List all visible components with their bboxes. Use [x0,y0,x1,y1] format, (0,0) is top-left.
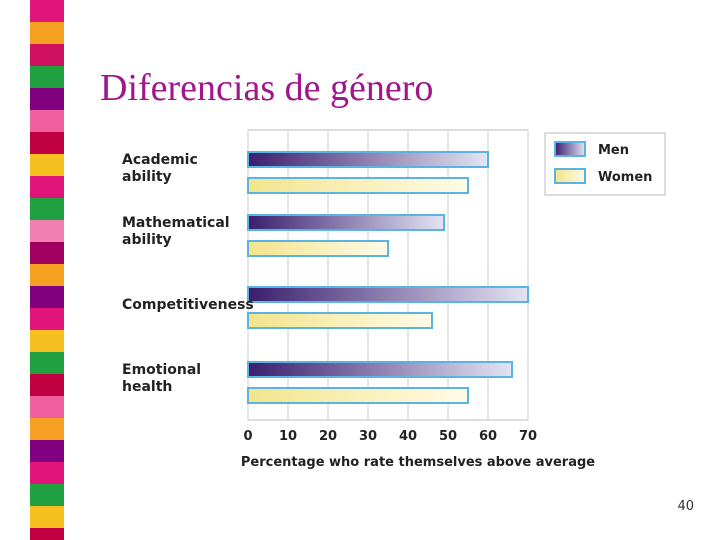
decor-square [30,528,64,540]
category-label: Competitiveness [122,297,254,313]
legend-label: Women [598,170,652,185]
decor-square [30,374,64,396]
decor-square [30,352,64,374]
decor-square [30,44,64,66]
decor-square [30,132,64,154]
decor-square [30,440,64,462]
decor-square [30,286,64,308]
decor-square [30,330,64,352]
x-tick-label: 60 [479,429,497,444]
decor-square [30,66,64,88]
x-tick-label: 20 [319,429,337,444]
bar [247,286,529,303]
decor-square [30,176,64,198]
decor-square [30,484,64,506]
x-axis-label: Percentage who rate themselves above ave… [241,455,595,470]
x-tick-label: 10 [279,429,297,444]
category-label: Mathematical ability [122,215,230,248]
decor-square [30,242,64,264]
decor-square [30,220,64,242]
decor-square [30,264,64,286]
x-tick-label: 70 [519,429,537,444]
legend-label: Men [598,143,629,158]
bar [247,151,489,168]
bar [247,177,469,194]
legend-swatch [554,141,586,157]
decor-square [30,506,64,528]
decor-square [30,418,64,440]
slide-title: Diferencias de género [100,67,433,109]
legend-swatch [554,168,586,184]
decor-square [30,88,64,110]
decor-square [30,396,64,418]
bar [247,312,433,329]
x-tick-label: 0 [243,429,252,444]
x-tick-label: 50 [439,429,457,444]
decor-square [30,22,64,44]
bar [247,240,389,257]
decor-square [30,0,64,22]
page-number: 40 [677,499,694,514]
decor-square [30,198,64,220]
decor-square [30,308,64,330]
decor-square [30,154,64,176]
x-tick-label: 40 [399,429,417,444]
x-tick-label: 30 [359,429,377,444]
bar [247,361,513,378]
decor-square [30,110,64,132]
bar [247,387,469,404]
decor-square [30,462,64,484]
category-label: Academic ability [122,152,198,185]
category-label: Emotional health [122,362,202,395]
bar [247,214,445,231]
